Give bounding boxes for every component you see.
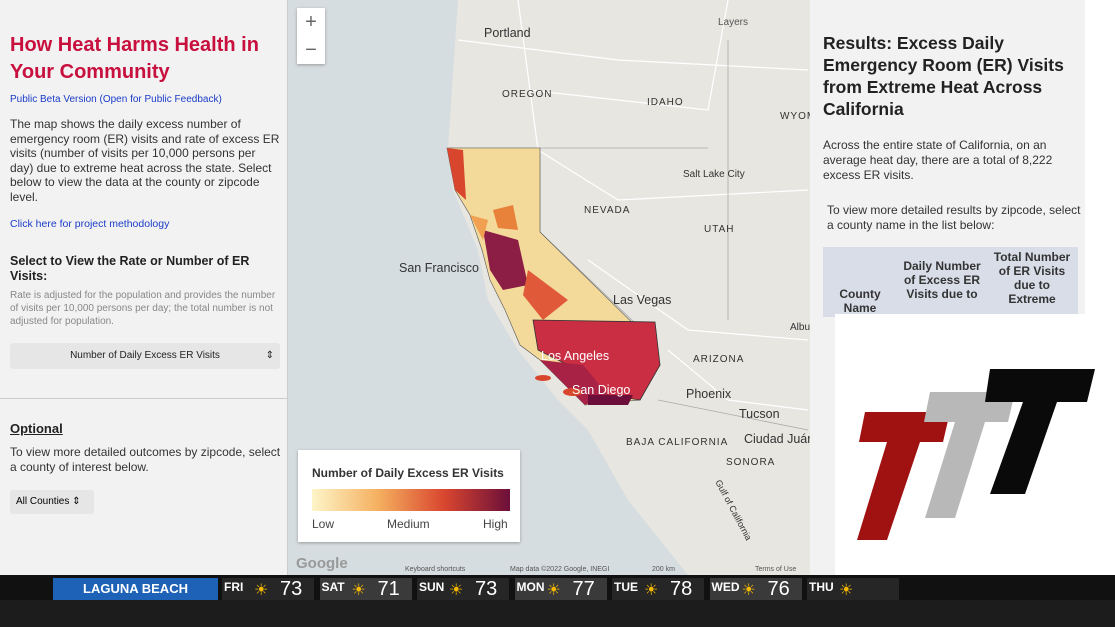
optional-text: To view more detailed outcomes by zipcod… (10, 445, 281, 474)
scale: 200 km (652, 566, 675, 573)
results-title: Results: Excess Daily Emergency Room (ER… (823, 33, 1064, 119)
map-label: Phoenix (686, 387, 732, 401)
layers-button[interactable]: Layers (718, 17, 749, 28)
map-label: Las Vegas (613, 293, 672, 307)
sun-icon: ☀ (546, 582, 561, 599)
instruction: To view more detailed results by zipcode… (827, 203, 1081, 232)
station-logo (835, 314, 1115, 594)
description: The map shows the daily excess number of… (10, 117, 280, 204)
select-heading: Select to View the Rate or Number of ER … (10, 254, 250, 283)
attribution: Map data ©2022 Google, INEGI (510, 566, 610, 573)
map-label: San Diego (572, 383, 631, 397)
day-cell (807, 578, 899, 600)
zoom-in[interactable]: + (305, 11, 317, 33)
map-label: BAJA CALIFORNIA (626, 437, 729, 448)
map-label: San Francisco (399, 261, 479, 275)
legend-high: High (483, 517, 508, 531)
map-label: Albu (790, 322, 811, 333)
day-cell (222, 578, 314, 600)
day-cell (417, 578, 509, 600)
dropdown-text: All Counties (16, 496, 70, 507)
map-label: SONORA (726, 457, 776, 468)
sun-icon: ☀ (254, 582, 269, 599)
map-label: WYOM (780, 111, 817, 122)
ticker-bottom (0, 600, 1115, 627)
left-panel: How Heat Harms Health in Your Community … (0, 0, 288, 575)
methodology-link[interactable]: Click here for project methodology (10, 218, 170, 230)
terms[interactable]: Terms of Use (755, 566, 797, 573)
dropdown-arrow: ⇕ (265, 350, 274, 361)
map-label: OREGON (502, 89, 553, 100)
map-label: UTAH (704, 224, 735, 235)
day-name: THU (809, 580, 834, 594)
temperature: 73 (280, 578, 303, 600)
day-cell (319, 578, 412, 600)
day-name: WED (711, 580, 740, 594)
results-table: County Name Daily Number of Excess ER Vi… (823, 247, 1078, 317)
subtitle[interactable]: Public Beta Version (Open for Public Fee… (10, 94, 222, 105)
day-name: SAT (321, 580, 345, 594)
legend-low: Low (312, 517, 335, 531)
zoom-out[interactable]: − (305, 39, 317, 61)
optional-heading: Optional (10, 421, 63, 436)
map-label: Tucson (739, 407, 780, 421)
day-name: TUE (614, 580, 638, 594)
table-header: County Name (839, 287, 881, 315)
title: How Heat Harms Health in Your Community (10, 34, 259, 83)
sun-icon: ☀ (351, 582, 366, 599)
summary: Across the entire state of California, o… (823, 138, 1053, 182)
temperature: 77 (572, 578, 595, 600)
map-label: Portland (484, 26, 531, 40)
sun-icon: ☀ (741, 582, 756, 599)
dropdown-text: Number of Daily Excess ER Visits (70, 350, 220, 361)
select-note: Rate is adjusted for the population and … (10, 290, 276, 327)
legend-medium: Medium (387, 517, 430, 531)
measure-dropdown[interactable]: Number of Daily Excess ER Visits ⇕ (10, 343, 280, 369)
sun-icon: ☀ (644, 582, 659, 599)
ticker-location: LAGUNA BEACH (53, 578, 218, 600)
map-label: ARIZONA (693, 354, 745, 365)
map-label: Ciudad Juár (744, 432, 812, 446)
day-cell (709, 578, 802, 600)
temperature: 73 (475, 578, 498, 600)
map-label: NEVADA (584, 205, 631, 216)
day-name: MON (516, 580, 545, 594)
temperature: 76 (767, 578, 790, 600)
day-cell (514, 578, 607, 600)
legend-gradient (312, 489, 510, 511)
map-label: Los Angeles (541, 349, 610, 363)
county-dropdown[interactable]: All Counties ⇕ (10, 490, 94, 514)
map-label: Salt Lake City (683, 169, 745, 180)
sun-icon: ☀ (449, 582, 464, 599)
temperature: 78 (670, 578, 693, 600)
legend: Number of Daily Excess ER Visits Low Med… (298, 450, 520, 542)
zoom-control: + − (297, 8, 325, 64)
temperature: 71 (377, 578, 400, 600)
divider (0, 398, 287, 399)
table-header: Daily Number of Excess ER Visits due to (903, 259, 981, 301)
day-cell (612, 578, 704, 600)
sun-icon: ☀ (839, 582, 854, 599)
map-label: IDAHO (647, 97, 684, 108)
shortcuts[interactable]: Keyboard shortcuts (405, 566, 466, 573)
google-logo: Google (296, 555, 348, 572)
day-name: FRI (224, 580, 244, 594)
day-name: SUN (419, 580, 445, 594)
table-header: Total Number of ER Visits due to Extreme (993, 250, 1071, 306)
legend-title: Number of Daily Excess ER Visits (312, 466, 504, 480)
